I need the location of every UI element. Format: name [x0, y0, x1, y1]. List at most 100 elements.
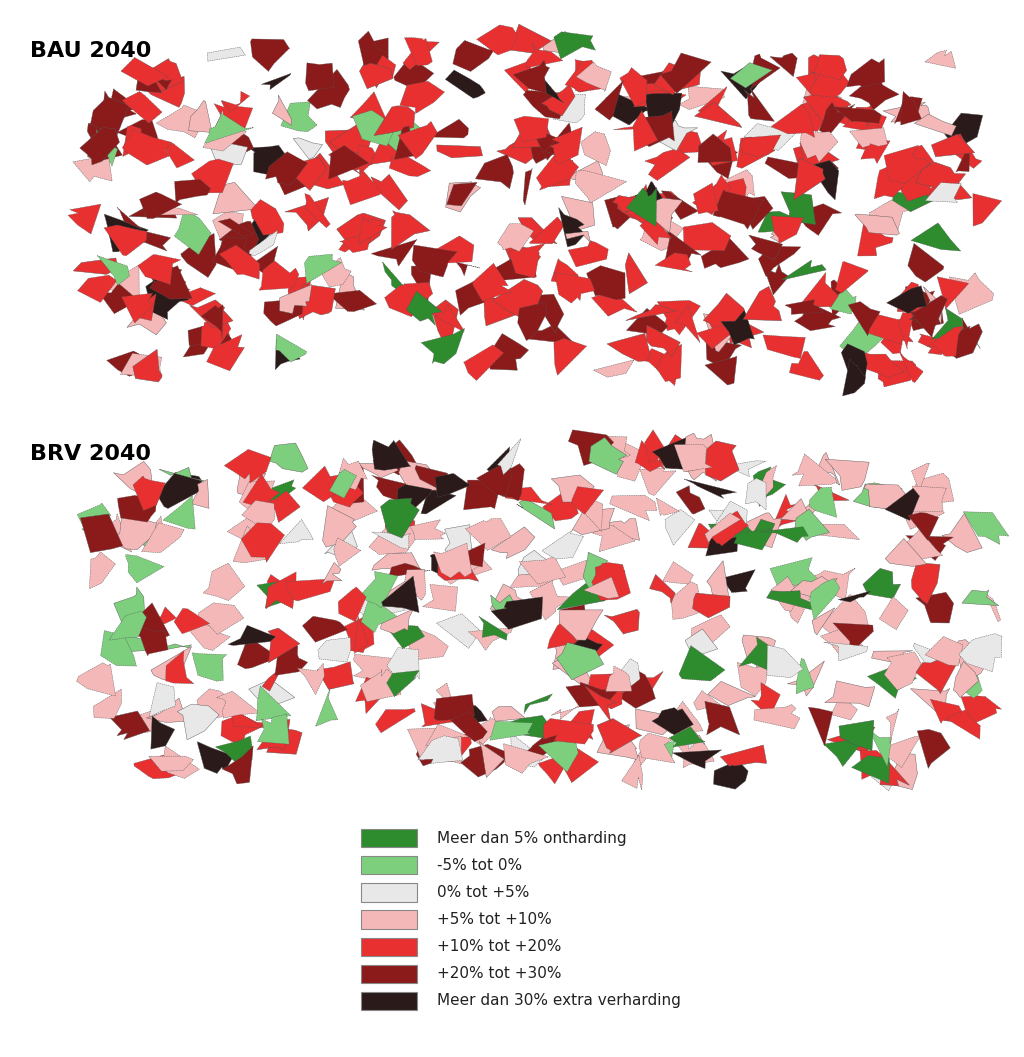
Polygon shape	[260, 490, 300, 522]
Polygon shape	[201, 319, 230, 349]
Polygon shape	[77, 503, 111, 524]
Polygon shape	[322, 562, 342, 585]
Polygon shape	[801, 488, 831, 525]
Polygon shape	[237, 472, 266, 501]
Polygon shape	[329, 146, 373, 175]
Polygon shape	[542, 530, 584, 559]
Polygon shape	[925, 51, 955, 69]
Polygon shape	[767, 645, 804, 678]
Polygon shape	[550, 127, 583, 164]
Polygon shape	[688, 523, 730, 549]
Polygon shape	[523, 168, 532, 205]
Polygon shape	[434, 694, 474, 721]
Polygon shape	[645, 148, 690, 181]
Polygon shape	[142, 58, 182, 91]
Polygon shape	[285, 198, 329, 231]
Polygon shape	[810, 568, 855, 599]
Polygon shape	[932, 309, 964, 339]
Polygon shape	[530, 127, 566, 161]
Polygon shape	[101, 89, 138, 124]
Polygon shape	[433, 737, 462, 764]
Polygon shape	[856, 116, 879, 150]
Polygon shape	[609, 94, 652, 125]
Polygon shape	[709, 511, 749, 545]
Polygon shape	[302, 616, 347, 643]
Polygon shape	[370, 137, 403, 165]
Polygon shape	[269, 443, 308, 472]
Polygon shape	[561, 197, 595, 234]
Polygon shape	[280, 284, 312, 314]
Polygon shape	[221, 709, 269, 747]
Polygon shape	[272, 95, 292, 126]
Polygon shape	[413, 245, 457, 277]
Polygon shape	[763, 335, 806, 358]
Polygon shape	[748, 519, 775, 545]
Polygon shape	[371, 55, 396, 88]
Polygon shape	[421, 329, 465, 364]
Polygon shape	[739, 636, 784, 672]
Polygon shape	[706, 340, 741, 365]
Polygon shape	[927, 327, 964, 356]
Polygon shape	[139, 192, 181, 219]
Polygon shape	[685, 629, 718, 655]
Polygon shape	[510, 24, 552, 54]
Polygon shape	[10, 413, 1014, 798]
Polygon shape	[640, 217, 683, 251]
Polygon shape	[475, 154, 513, 189]
Polygon shape	[860, 750, 891, 779]
Polygon shape	[336, 458, 368, 489]
Polygon shape	[946, 709, 980, 739]
Polygon shape	[127, 300, 167, 335]
Polygon shape	[820, 627, 866, 657]
Polygon shape	[249, 680, 295, 712]
Polygon shape	[335, 463, 364, 503]
Polygon shape	[662, 191, 698, 220]
Polygon shape	[761, 526, 809, 542]
Polygon shape	[842, 344, 867, 378]
Polygon shape	[795, 509, 829, 540]
Polygon shape	[744, 88, 774, 122]
Polygon shape	[635, 111, 675, 147]
Polygon shape	[174, 288, 215, 305]
Polygon shape	[843, 106, 887, 133]
Polygon shape	[914, 114, 956, 135]
Polygon shape	[386, 625, 425, 649]
Polygon shape	[617, 440, 649, 481]
Polygon shape	[212, 211, 245, 252]
Polygon shape	[551, 475, 594, 502]
Polygon shape	[148, 756, 194, 772]
Polygon shape	[506, 716, 548, 739]
Polygon shape	[266, 572, 296, 609]
Polygon shape	[383, 581, 414, 608]
Polygon shape	[911, 562, 940, 604]
Polygon shape	[329, 146, 369, 180]
Polygon shape	[653, 62, 700, 95]
Polygon shape	[821, 594, 869, 635]
Polygon shape	[223, 127, 254, 159]
Polygon shape	[721, 169, 755, 205]
Text: +10% tot +20%: +10% tot +20%	[437, 939, 561, 954]
Polygon shape	[546, 123, 573, 156]
Polygon shape	[523, 90, 569, 118]
Polygon shape	[644, 430, 673, 463]
FancyBboxPatch shape	[361, 884, 417, 902]
Polygon shape	[746, 513, 782, 548]
Polygon shape	[150, 265, 193, 299]
Polygon shape	[381, 498, 419, 538]
Polygon shape	[694, 103, 741, 128]
Polygon shape	[790, 351, 823, 381]
Polygon shape	[627, 309, 668, 335]
Polygon shape	[386, 115, 430, 153]
Polygon shape	[887, 285, 927, 313]
Polygon shape	[556, 560, 593, 586]
Polygon shape	[660, 53, 712, 93]
Polygon shape	[655, 253, 692, 272]
Polygon shape	[525, 75, 564, 103]
Polygon shape	[809, 161, 839, 200]
Polygon shape	[288, 277, 311, 319]
Polygon shape	[905, 300, 943, 331]
Polygon shape	[425, 236, 474, 263]
Polygon shape	[834, 107, 882, 124]
Polygon shape	[203, 110, 247, 151]
Polygon shape	[305, 62, 334, 91]
